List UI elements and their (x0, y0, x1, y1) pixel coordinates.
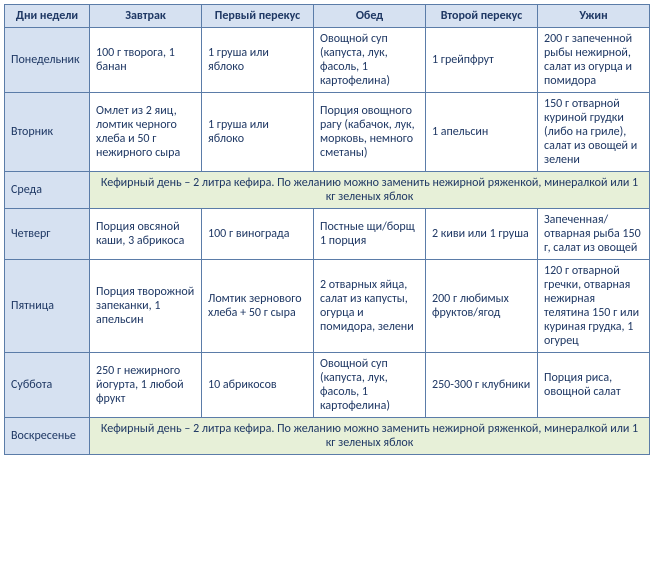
sat-breakfast: 250 г нежирного йогурта, 1 любой фрукт (90, 353, 202, 418)
meal-plan-table: Дни недели Завтрак Первый перекус Обед В… (4, 4, 650, 455)
tue-breakfast: Омлет из 2 яиц, ломтик черного хлеба и 5… (90, 93, 202, 172)
row-tue: Вторник Омлет из 2 яиц, ломтик черного х… (5, 93, 650, 172)
thu-dinner: Запеченная/отварная рыба 150 г, салат из… (538, 209, 650, 260)
day-thu: Четверг (5, 209, 90, 260)
day-sun: Воскресенье (5, 418, 90, 455)
header-row: Дни недели Завтрак Первый перекус Обед В… (5, 5, 650, 28)
row-mon: Понедельник 100 г творога, 1 банан 1 гру… (5, 28, 650, 93)
row-thu: Четверг Порция овсяной каши, 3 абрикоса … (5, 209, 650, 260)
sat-dinner: Порция риса, овощной салат (538, 353, 650, 418)
wed-kefir-day: Кефирный день – 2 литра кефира. По желан… (90, 172, 650, 209)
mon-snack1: 1 груша или яблоко (202, 28, 314, 93)
header-snack1: Первый перекус (202, 5, 314, 28)
sat-lunch: Овощной суп (капуста, лук, фасоль, 1 кар… (314, 353, 426, 418)
mon-dinner: 200 г запеченной рыбы нежирной, салат из… (538, 28, 650, 93)
tue-snack1: 1 груша или яблоко (202, 93, 314, 172)
row-sat: Суббота 250 г нежирного йогурта, 1 любой… (5, 353, 650, 418)
header-day: Дни недели (5, 5, 90, 28)
thu-lunch: Постные щи/борщ 1 порция (314, 209, 426, 260)
header-lunch: Обед (314, 5, 426, 28)
row-fri: Пятница Порция творожной запеканки, 1 ап… (5, 260, 650, 353)
tue-lunch: Порция овощного рагу (кабачок, лук, морк… (314, 93, 426, 172)
tue-dinner: 150 г отварной куриной грудки (либо на г… (538, 93, 650, 172)
day-tue: Вторник (5, 93, 90, 172)
sun-kefir-day: Кефирный день – 2 литра кефира. По желан… (90, 418, 650, 455)
mon-breakfast: 100 г творога, 1 банан (90, 28, 202, 93)
mon-lunch: Овощной суп (капуста, лук, фасоль, 1 кар… (314, 28, 426, 93)
mon-snack2: 1 грейпфрут (426, 28, 538, 93)
header-snack2: Второй перекус (426, 5, 538, 28)
day-fri: Пятница (5, 260, 90, 353)
sat-snack2: 250-300 г клубники (426, 353, 538, 418)
header-breakfast: Завтрак (90, 5, 202, 28)
thu-snack2: 2 киви или 1 груша (426, 209, 538, 260)
fri-breakfast: Порция творожной запеканки, 1 апельсин (90, 260, 202, 353)
day-wed: Среда (5, 172, 90, 209)
fri-snack1: Ломтик зернового хлеба + 50 г сыра (202, 260, 314, 353)
fri-dinner: 120 г отварной гречки, отварная нежирная… (538, 260, 650, 353)
sat-snack1: 10 абрикосов (202, 353, 314, 418)
tue-snack2: 1 апельсин (426, 93, 538, 172)
row-wed: Среда Кефирный день – 2 литра кефира. По… (5, 172, 650, 209)
day-mon: Понедельник (5, 28, 90, 93)
thu-snack1: 100 г винограда (202, 209, 314, 260)
day-sat: Суббота (5, 353, 90, 418)
fri-snack2: 200 г любимых фруктов/ягод (426, 260, 538, 353)
thu-breakfast: Порция овсяной каши, 3 абрикоса (90, 209, 202, 260)
row-sun: Воскресенье Кефирный день – 2 литра кефи… (5, 418, 650, 455)
fri-lunch: 2 отварных яйца, салат из капусты, огурц… (314, 260, 426, 353)
header-dinner: Ужин (538, 5, 650, 28)
